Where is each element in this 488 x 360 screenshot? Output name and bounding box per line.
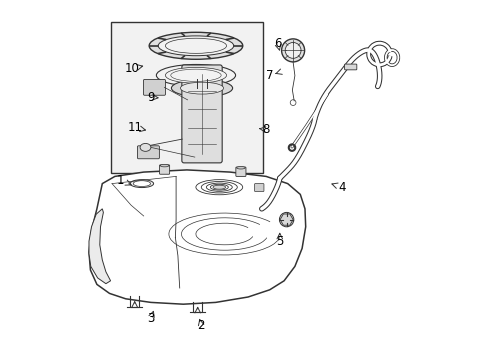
- Text: 9: 9: [147, 91, 154, 104]
- FancyBboxPatch shape: [254, 184, 264, 192]
- Text: 8: 8: [262, 123, 269, 136]
- Text: 1: 1: [116, 174, 124, 186]
- FancyBboxPatch shape: [137, 146, 159, 159]
- Bar: [111, 22, 262, 173]
- FancyBboxPatch shape: [182, 65, 222, 163]
- Polygon shape: [89, 170, 305, 304]
- FancyBboxPatch shape: [235, 167, 245, 176]
- Text: 4: 4: [337, 181, 345, 194]
- Ellipse shape: [165, 38, 226, 53]
- Text: 3: 3: [147, 312, 154, 325]
- FancyBboxPatch shape: [143, 80, 165, 95]
- Ellipse shape: [236, 166, 244, 169]
- Ellipse shape: [160, 164, 168, 167]
- Ellipse shape: [158, 36, 233, 56]
- Ellipse shape: [171, 80, 232, 97]
- Circle shape: [281, 39, 304, 62]
- Text: 11: 11: [127, 121, 142, 134]
- FancyBboxPatch shape: [344, 64, 356, 70]
- Text: 2: 2: [197, 319, 204, 332]
- Ellipse shape: [180, 82, 223, 94]
- Text: 10: 10: [124, 62, 140, 75]
- FancyBboxPatch shape: [159, 165, 169, 174]
- Ellipse shape: [140, 143, 151, 151]
- Circle shape: [279, 212, 293, 227]
- Ellipse shape: [165, 67, 226, 83]
- Text: 6: 6: [273, 37, 281, 50]
- Circle shape: [285, 42, 301, 58]
- Ellipse shape: [130, 180, 153, 188]
- Text: 7: 7: [265, 69, 273, 82]
- Ellipse shape: [133, 181, 150, 186]
- Polygon shape: [89, 209, 110, 284]
- Text: 5: 5: [276, 235, 283, 248]
- Ellipse shape: [149, 32, 242, 59]
- Ellipse shape: [213, 185, 225, 189]
